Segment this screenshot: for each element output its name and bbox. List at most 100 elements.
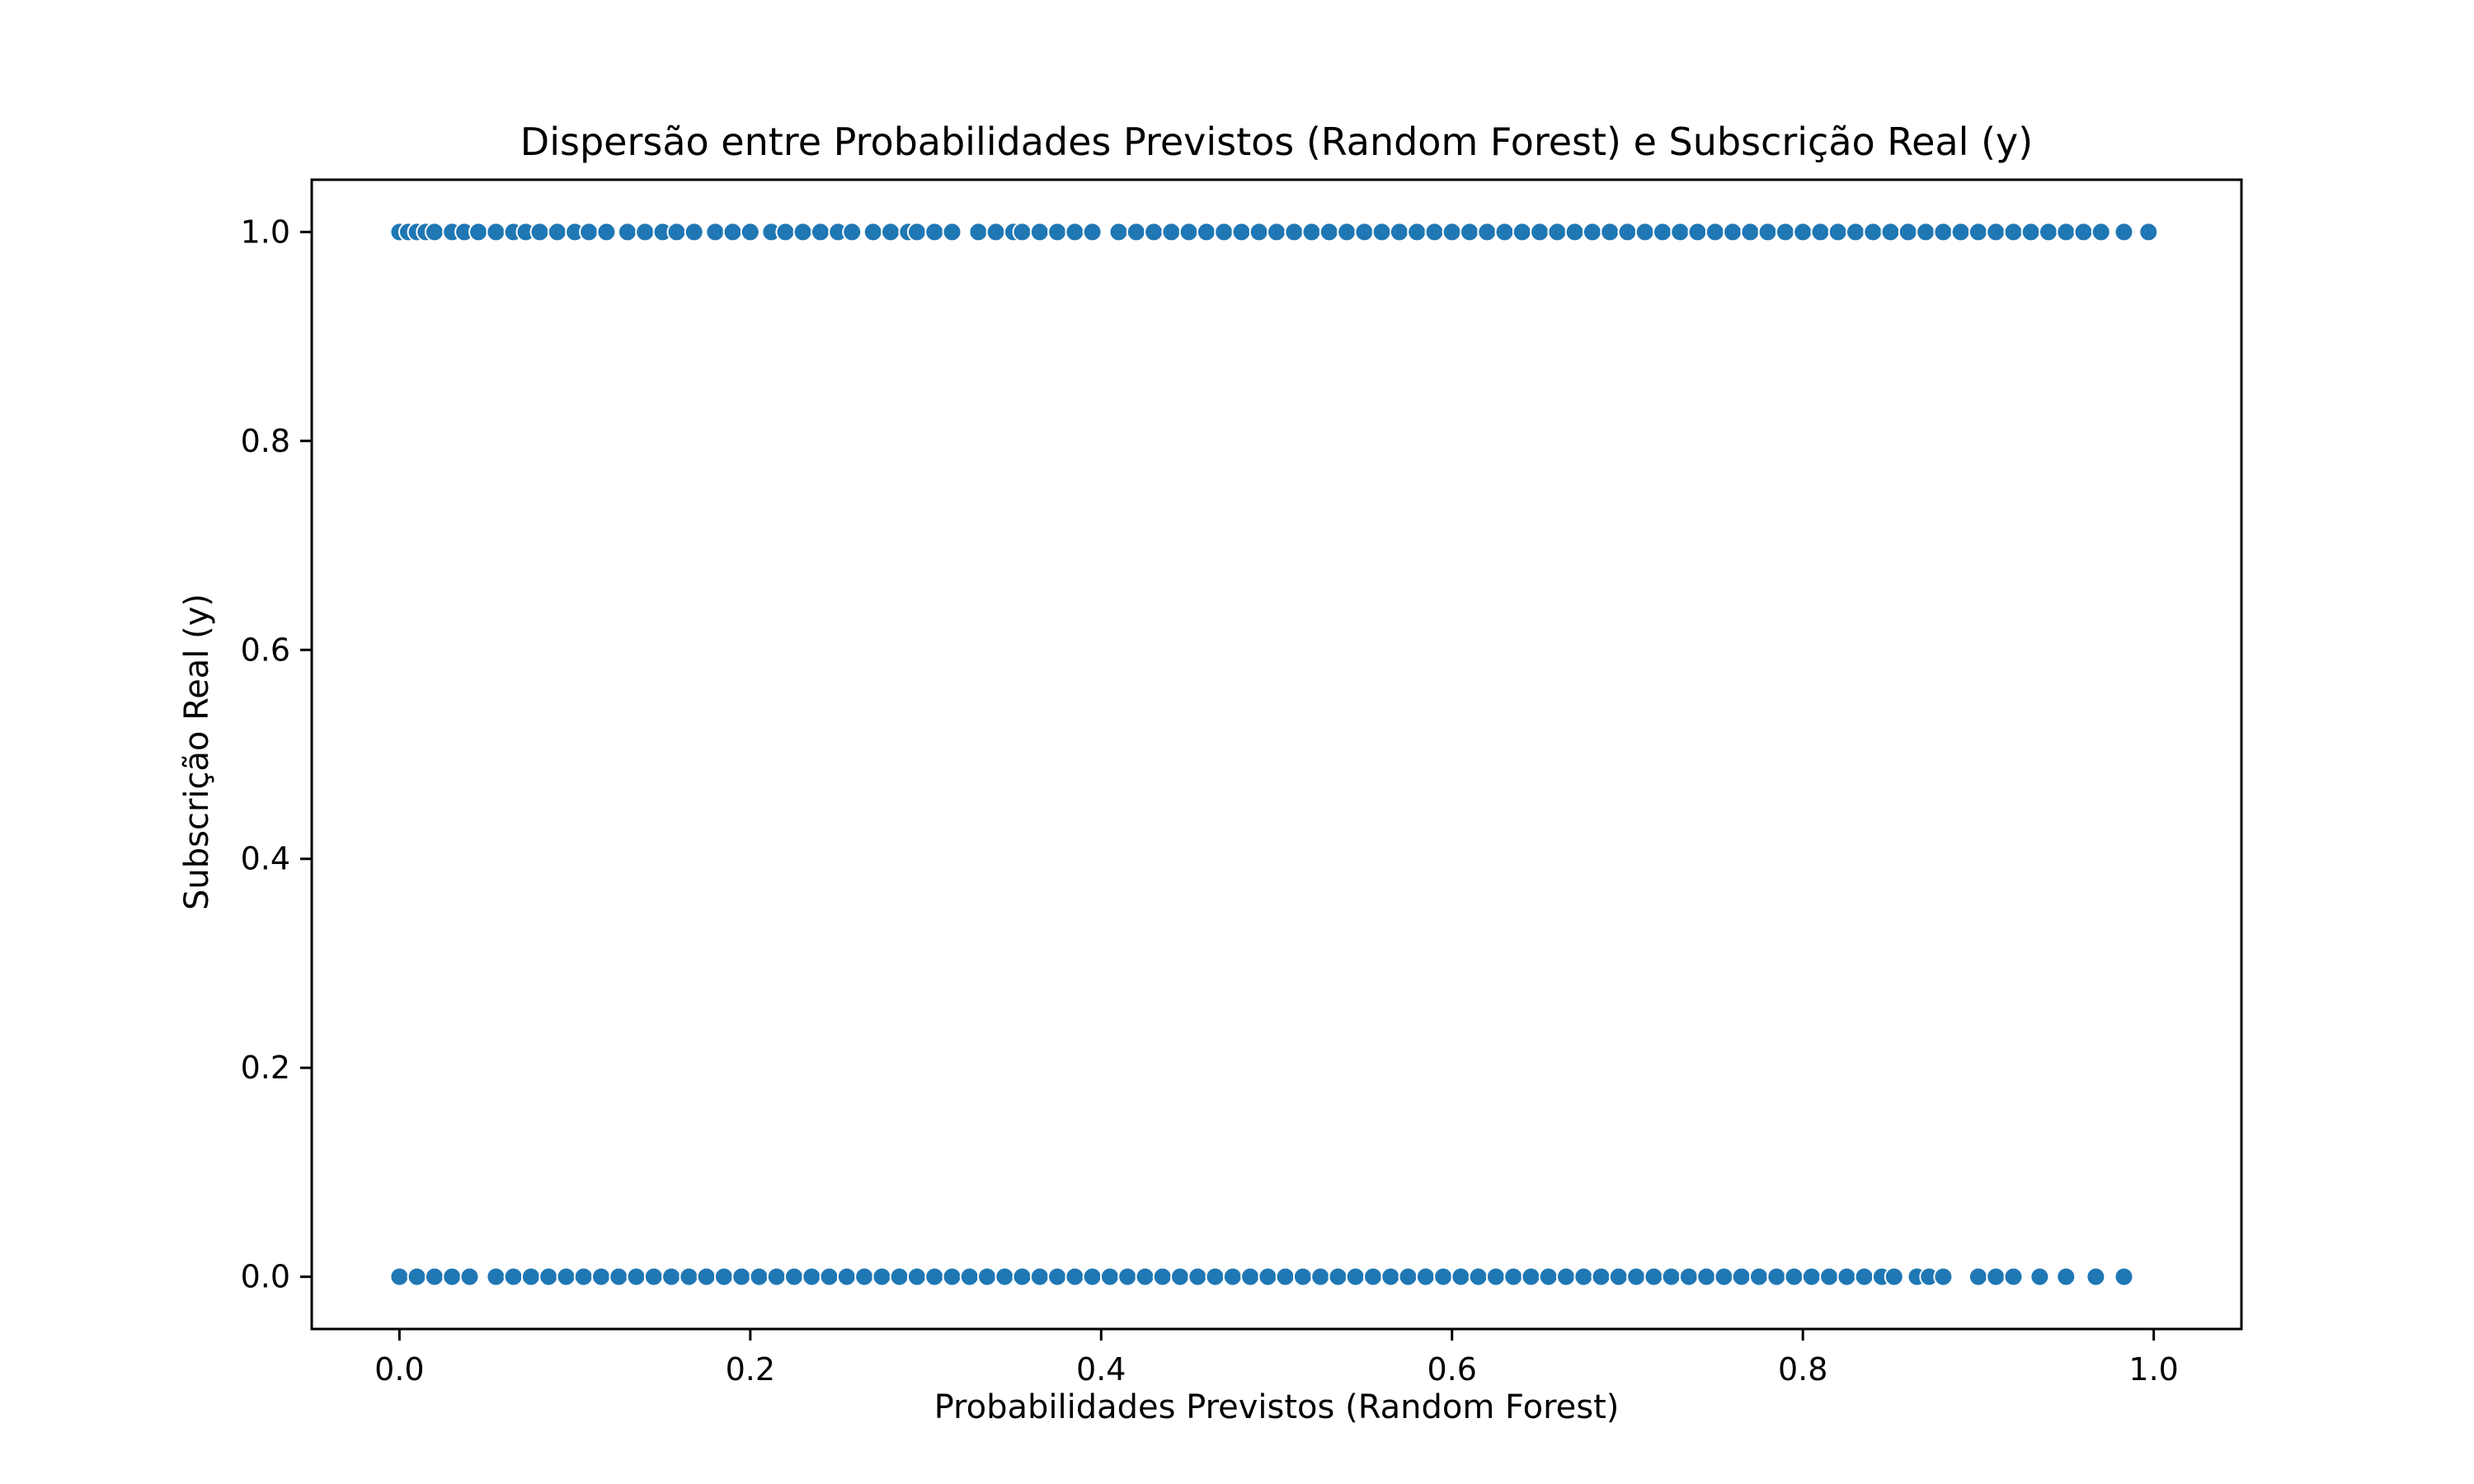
data-point	[766, 1266, 787, 1287]
data-point	[1916, 222, 1936, 242]
data-point	[775, 222, 796, 242]
y-tick-label: 0.2	[241, 1050, 290, 1086]
data-point	[1556, 1266, 1576, 1287]
data-point	[1398, 1266, 1418, 1287]
data-point	[802, 1266, 822, 1287]
data-point	[2003, 1266, 2024, 1287]
data-point	[1433, 1266, 1454, 1287]
data-point	[459, 1266, 480, 1287]
plot-area-frame	[310, 178, 2243, 1331]
data-point	[1345, 1266, 1366, 1287]
data-point	[2003, 222, 2024, 242]
data-point	[486, 222, 506, 242]
data-point	[942, 222, 962, 242]
data-point	[942, 1266, 962, 1287]
data-point	[2020, 222, 2041, 242]
data-point	[1933, 1266, 1954, 1287]
axis-ticks: 0.0 0.2 0.4 0.6 0.8 1.0 0.0 0.2 0.4 0.6 0.8 1.0	[241, 214, 2179, 1388]
data-point	[503, 1266, 524, 1287]
data-point	[740, 222, 760, 242]
data-point	[2030, 1266, 2050, 1287]
data-point	[1950, 222, 1971, 242]
data-point	[1846, 222, 1865, 242]
data-point	[1117, 1266, 1138, 1287]
data-point	[2086, 1266, 2106, 1287]
data-point	[1731, 1266, 1752, 1287]
data-point	[881, 222, 901, 242]
data-point	[1012, 1266, 1032, 1287]
data-point	[1644, 1266, 1664, 1287]
data-point	[2039, 222, 2058, 242]
data-point	[1214, 222, 1235, 242]
data-point	[1573, 1266, 1594, 1287]
data-point	[977, 1266, 997, 1287]
data-point	[579, 222, 600, 242]
y-axis-label: Subscrição Real (y)	[178, 594, 216, 910]
x-axis-label: Probabilidades Previstos (Random Forest)	[934, 1388, 1620, 1426]
data-point	[1178, 222, 1199, 242]
data-point	[810, 222, 830, 242]
data-point	[1880, 222, 1901, 242]
data-point	[1801, 1266, 1822, 1287]
data-point	[1328, 1266, 1348, 1287]
data-point	[1521, 1266, 1541, 1287]
data-point	[1319, 222, 1339, 242]
data-point	[1600, 222, 1620, 242]
y-tick-label: 0.4	[241, 841, 290, 877]
data-point	[468, 222, 489, 242]
data-point	[1538, 1266, 1559, 1287]
data-point	[924, 222, 945, 242]
data-point	[1564, 222, 1585, 242]
data-point	[749, 1266, 769, 1287]
x-tick-label: 0.6	[1427, 1351, 1477, 1388]
data-point	[1029, 1266, 1050, 1287]
data-point	[1898, 222, 1918, 242]
data-point	[617, 222, 637, 242]
data-point	[1723, 222, 1743, 242]
data-point	[684, 222, 704, 242]
data-point	[1512, 222, 1532, 242]
data-point	[1196, 222, 1216, 242]
data-point	[793, 222, 813, 242]
data-point	[1161, 222, 1182, 242]
data-point	[696, 1266, 717, 1287]
data-point	[635, 222, 656, 242]
data-point	[1775, 222, 1795, 242]
data-point	[924, 1266, 945, 1287]
x-tick-label: 0.0	[374, 1351, 424, 1388]
data-point	[1222, 1266, 1243, 1287]
data-point	[1188, 1266, 1208, 1287]
data-point	[1354, 222, 1375, 242]
y-tick-label: 1.0	[241, 214, 290, 250]
data-point	[1292, 1266, 1313, 1287]
data-point	[1029, 222, 1050, 242]
data-point	[2056, 1266, 2077, 1287]
data-point	[906, 1266, 927, 1287]
data-point	[1661, 1266, 1681, 1287]
data-point	[722, 222, 743, 242]
data-point	[1503, 1266, 1524, 1287]
data-point	[573, 1266, 594, 1287]
data-point	[1144, 222, 1164, 242]
data-point	[1766, 1266, 1787, 1287]
data-point	[442, 1266, 463, 1287]
data-point	[661, 1266, 682, 1287]
data-point	[1608, 1266, 1629, 1287]
data-point	[1451, 1266, 1471, 1287]
data-point	[705, 222, 726, 242]
data-point	[2091, 222, 2111, 242]
y-tick-label: 0.6	[241, 632, 290, 668]
data-point	[1485, 1266, 1506, 1287]
data-point	[1714, 1266, 1734, 1287]
data-point	[1424, 222, 1445, 242]
data-point	[547, 222, 567, 242]
data-point	[2138, 222, 2159, 242]
data-point	[1284, 222, 1305, 242]
data-point	[1477, 222, 1498, 242]
data-point	[1837, 1266, 1857, 1287]
data-point	[1082, 222, 1103, 242]
data-point	[1827, 222, 1848, 242]
data-point	[1494, 222, 1515, 242]
